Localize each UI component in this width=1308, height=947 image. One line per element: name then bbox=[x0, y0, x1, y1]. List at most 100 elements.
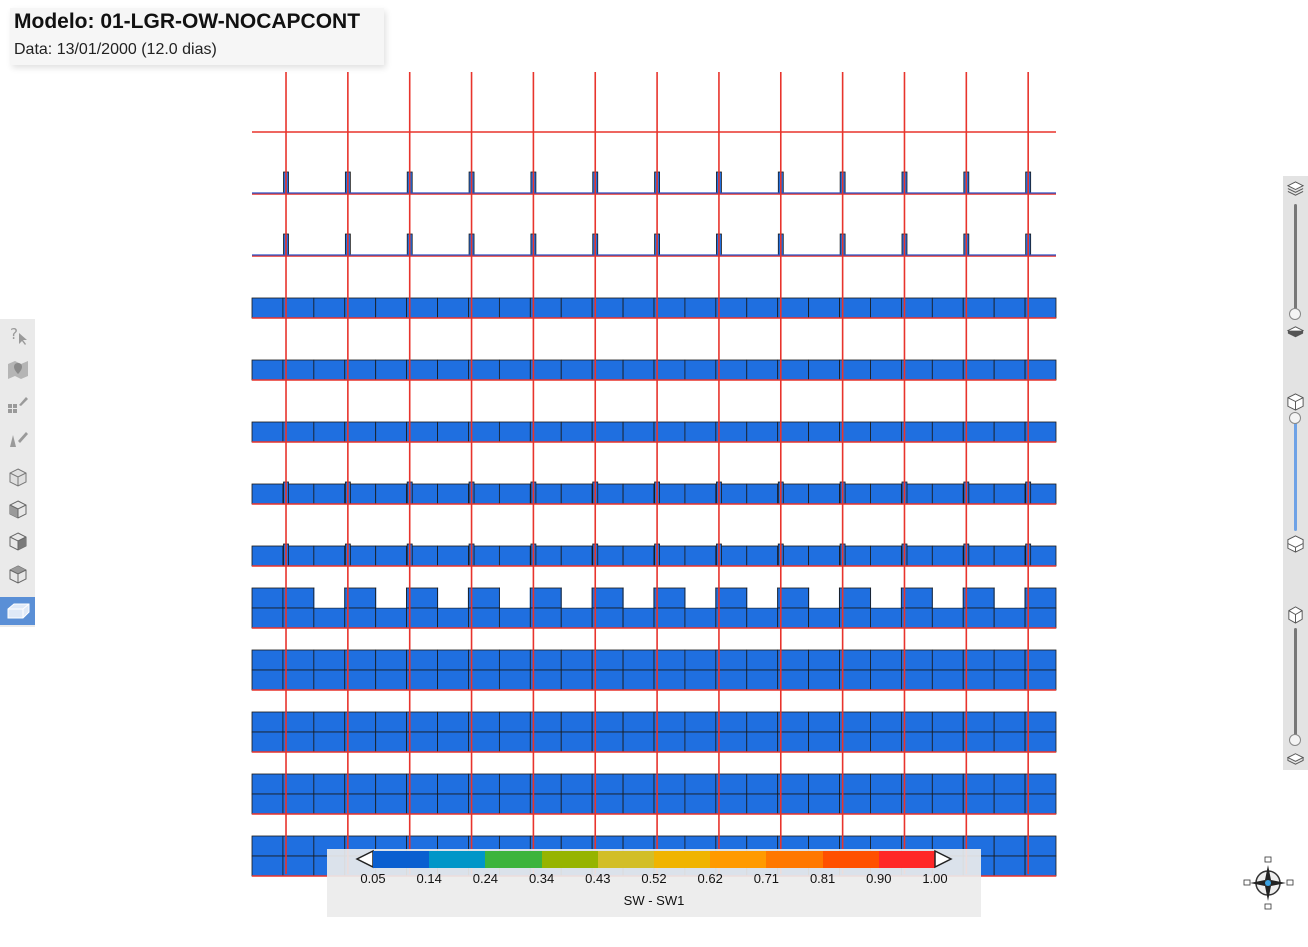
grid-cell bbox=[746, 711, 779, 733]
grid-cell bbox=[468, 731, 500, 753]
grid-cell bbox=[437, 421, 469, 443]
grid-cell bbox=[529, 421, 562, 443]
svg-text:?: ? bbox=[10, 325, 18, 343]
grid-cell bbox=[962, 793, 995, 815]
cube-view-2-icon bbox=[9, 500, 26, 519]
well-tool-icon bbox=[9, 432, 28, 447]
grid-cell bbox=[560, 421, 593, 443]
grid-cell bbox=[715, 669, 748, 691]
grid-cell bbox=[529, 731, 562, 753]
grid-cell bbox=[870, 669, 902, 691]
legend-color-segment bbox=[429, 851, 486, 868]
grid-cell bbox=[344, 297, 377, 319]
grid-cell bbox=[313, 731, 346, 753]
well-tool-button[interactable] bbox=[2, 425, 33, 453]
grid-cell bbox=[560, 297, 593, 319]
grid-cell bbox=[468, 587, 500, 609]
grid-cell bbox=[468, 359, 500, 381]
grid-cell bbox=[839, 649, 871, 671]
mid-layer-slider-knob[interactable] bbox=[1289, 412, 1301, 424]
grid-cell bbox=[715, 421, 748, 443]
layers-top-icon[interactable] bbox=[1286, 180, 1305, 199]
grid-cell bbox=[251, 649, 284, 671]
legend-tick-label: 0.81 bbox=[809, 871, 836, 886]
cube-bottom-icon[interactable] bbox=[1286, 534, 1305, 553]
grid-cell bbox=[993, 793, 1026, 815]
grid-cell bbox=[498, 483, 531, 505]
layer-bottom-icon[interactable] bbox=[1286, 323, 1305, 342]
grid-cell bbox=[622, 607, 655, 629]
help-pointer-button[interactable]: ? bbox=[2, 321, 33, 349]
grid-cell bbox=[529, 669, 562, 691]
grid-cell bbox=[993, 835, 1026, 857]
grid-cell bbox=[931, 297, 964, 319]
grid-cell bbox=[777, 297, 810, 319]
grid-cell bbox=[529, 297, 562, 319]
grid-cell bbox=[777, 649, 810, 671]
grid-cell bbox=[870, 711, 902, 733]
grid-cell bbox=[529, 649, 562, 671]
cube-small-top-icon[interactable] bbox=[1286, 605, 1305, 624]
grid-cell bbox=[406, 773, 438, 795]
grid-cell bbox=[900, 711, 933, 733]
legend-tick-label: 0.43 bbox=[585, 871, 611, 886]
grid-cell bbox=[282, 855, 315, 877]
grid-cell bbox=[777, 359, 810, 381]
grid-cell bbox=[900, 297, 933, 319]
section-view-button[interactable] bbox=[0, 597, 35, 625]
grid-cell bbox=[406, 359, 438, 381]
grid-cell bbox=[375, 773, 408, 795]
grid-cell bbox=[746, 731, 779, 753]
compass-icon[interactable] bbox=[1240, 855, 1296, 911]
grid-cell bbox=[962, 359, 995, 381]
grid-cell bbox=[282, 793, 315, 815]
grid-cell bbox=[839, 587, 871, 609]
grid-cell bbox=[653, 587, 686, 609]
grid-cell bbox=[375, 731, 408, 753]
grid-cell bbox=[684, 297, 717, 319]
grid-cell bbox=[251, 359, 284, 381]
grid-cell bbox=[746, 421, 779, 443]
grid-cell bbox=[993, 483, 1026, 505]
grid-cell bbox=[931, 421, 964, 443]
cube-view-4-button[interactable] bbox=[2, 560, 33, 588]
grid-cell bbox=[900, 587, 933, 609]
grid-cell bbox=[406, 587, 438, 609]
grid-cell bbox=[375, 793, 408, 815]
grid-well-button[interactable] bbox=[2, 391, 33, 419]
grid-cell bbox=[715, 297, 748, 319]
cube-top-icon[interactable] bbox=[1286, 392, 1305, 411]
grid-cell bbox=[344, 711, 377, 733]
grid-cell bbox=[777, 711, 810, 733]
grid-cell bbox=[993, 669, 1026, 691]
grid-cell bbox=[406, 731, 438, 753]
grid-cell bbox=[993, 855, 1026, 877]
grid-cell bbox=[653, 649, 686, 671]
map-pin-button[interactable] bbox=[2, 356, 33, 384]
top-layer-slider-track[interactable] bbox=[1294, 204, 1297, 314]
cube-view-3-button[interactable] bbox=[2, 527, 33, 555]
layer-small-bottom-icon[interactable] bbox=[1286, 749, 1305, 768]
grid-cell bbox=[808, 731, 840, 753]
grid-cell bbox=[962, 669, 995, 691]
notch-gap bbox=[376, 587, 407, 608]
bottom-layer-slider-track[interactable] bbox=[1294, 628, 1297, 740]
grid-cell bbox=[282, 649, 315, 671]
grid-cell bbox=[591, 587, 624, 609]
legend-tick-label: 0.14 bbox=[416, 871, 442, 886]
grid-cell bbox=[498, 607, 531, 629]
bottom-layer-slider-knob[interactable] bbox=[1289, 734, 1301, 746]
mid-layer-slider-track[interactable] bbox=[1294, 416, 1297, 531]
grid-cell bbox=[870, 793, 902, 815]
grid-cell bbox=[777, 773, 810, 795]
grid-cell bbox=[468, 669, 500, 691]
cube-view-1-button[interactable] bbox=[2, 463, 33, 491]
grid-cell bbox=[684, 545, 717, 567]
grid-cell bbox=[560, 483, 593, 505]
cube-view-2-button[interactable] bbox=[2, 495, 33, 523]
grid-cell bbox=[808, 773, 840, 795]
grid-cell bbox=[282, 711, 315, 733]
top-layer-slider-knob[interactable] bbox=[1289, 308, 1301, 320]
legend-title: SW - SW1 bbox=[623, 893, 685, 908]
